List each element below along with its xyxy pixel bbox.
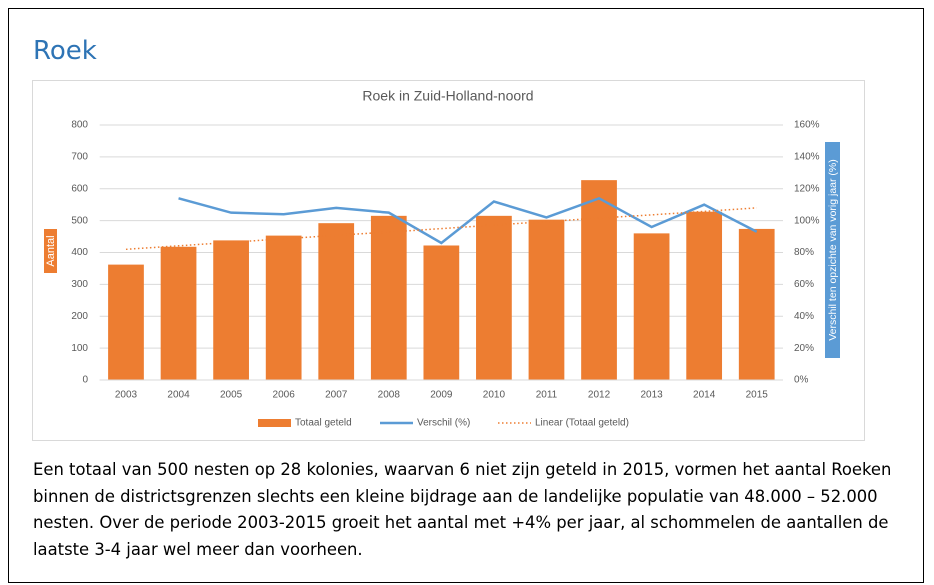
chart-title: Roek in Zuid-Holland-noord xyxy=(362,88,533,104)
y-tick-label: 700 xyxy=(71,152,88,163)
y2-label-box xyxy=(825,142,840,358)
legend-label: Linear (Totaal geteld) xyxy=(535,418,629,429)
x-tick-label: 2013 xyxy=(640,390,663,401)
bar xyxy=(318,223,355,380)
bar xyxy=(528,219,565,380)
x-tick-label: 2015 xyxy=(746,390,769,401)
x-tick-label: 2014 xyxy=(693,390,716,401)
y-tick-label: 600 xyxy=(71,183,88,194)
trendline xyxy=(125,207,757,251)
x-tick-label: 2010 xyxy=(483,390,506,401)
line xyxy=(178,196,758,245)
y-label-box xyxy=(44,229,57,273)
x-tick-label: 2004 xyxy=(167,390,190,401)
y-tick-label: 300 xyxy=(71,279,88,290)
bar xyxy=(476,215,512,380)
y2-tick-label: 20% xyxy=(794,343,814,354)
bar xyxy=(581,180,617,380)
y2-tick-label: 160% xyxy=(794,120,820,131)
chart-border xyxy=(32,80,865,441)
bar xyxy=(633,233,670,380)
y-tick-label: 400 xyxy=(71,247,88,258)
paragraph: Een totaal van 500 nesten op 28 kolonies… xyxy=(33,460,892,559)
bar xyxy=(213,240,249,380)
x-tick-label: 2007 xyxy=(325,390,348,401)
y2-tick-label: 40% xyxy=(794,311,814,322)
x-tick-label: 2009 xyxy=(430,390,453,401)
heading: Roek xyxy=(33,36,97,66)
bar xyxy=(686,211,723,380)
bar xyxy=(370,215,407,380)
bar xyxy=(160,246,197,380)
bar xyxy=(108,264,144,380)
x-tick-label: 2005 xyxy=(220,390,243,401)
y2-tick-label: 0% xyxy=(794,375,809,386)
y-tick-label: 800 xyxy=(71,120,88,131)
legend-label: Totaal geteld xyxy=(295,418,352,429)
x-tick-label: 2008 xyxy=(378,390,401,401)
y2-tick-label: 140% xyxy=(794,152,820,163)
legend-swatch xyxy=(258,419,291,427)
chart: Roek in Zuid-Holland-noord 0 100 200 300 400… xyxy=(32,80,865,441)
y2-tick-label: 120% xyxy=(794,183,820,194)
frame xyxy=(8,8,924,583)
x-tick-label: 2003 xyxy=(115,390,138,401)
legend-label: Verschil (%) xyxy=(417,418,470,429)
y-tick-label: 0 xyxy=(82,375,88,386)
x-tick-label: 2011 xyxy=(536,390,558,401)
y2-tick-label: 100% xyxy=(794,215,820,226)
y-tick-label: 100 xyxy=(71,343,88,354)
y-label: Aantal xyxy=(45,235,57,266)
bar xyxy=(265,235,302,380)
x-tick-label: 2006 xyxy=(273,390,296,401)
bar xyxy=(738,228,775,380)
y2-label: Verschil ten opzichte van vorig jaar (%) xyxy=(827,159,839,341)
x-tick-label: 2012 xyxy=(588,390,611,401)
y2-tick-label: 60% xyxy=(794,279,814,290)
bar xyxy=(423,245,460,380)
y2-tick-label: 80% xyxy=(794,247,814,258)
y-tick-label: 200 xyxy=(71,311,88,322)
y-tick-label: 500 xyxy=(71,215,88,226)
